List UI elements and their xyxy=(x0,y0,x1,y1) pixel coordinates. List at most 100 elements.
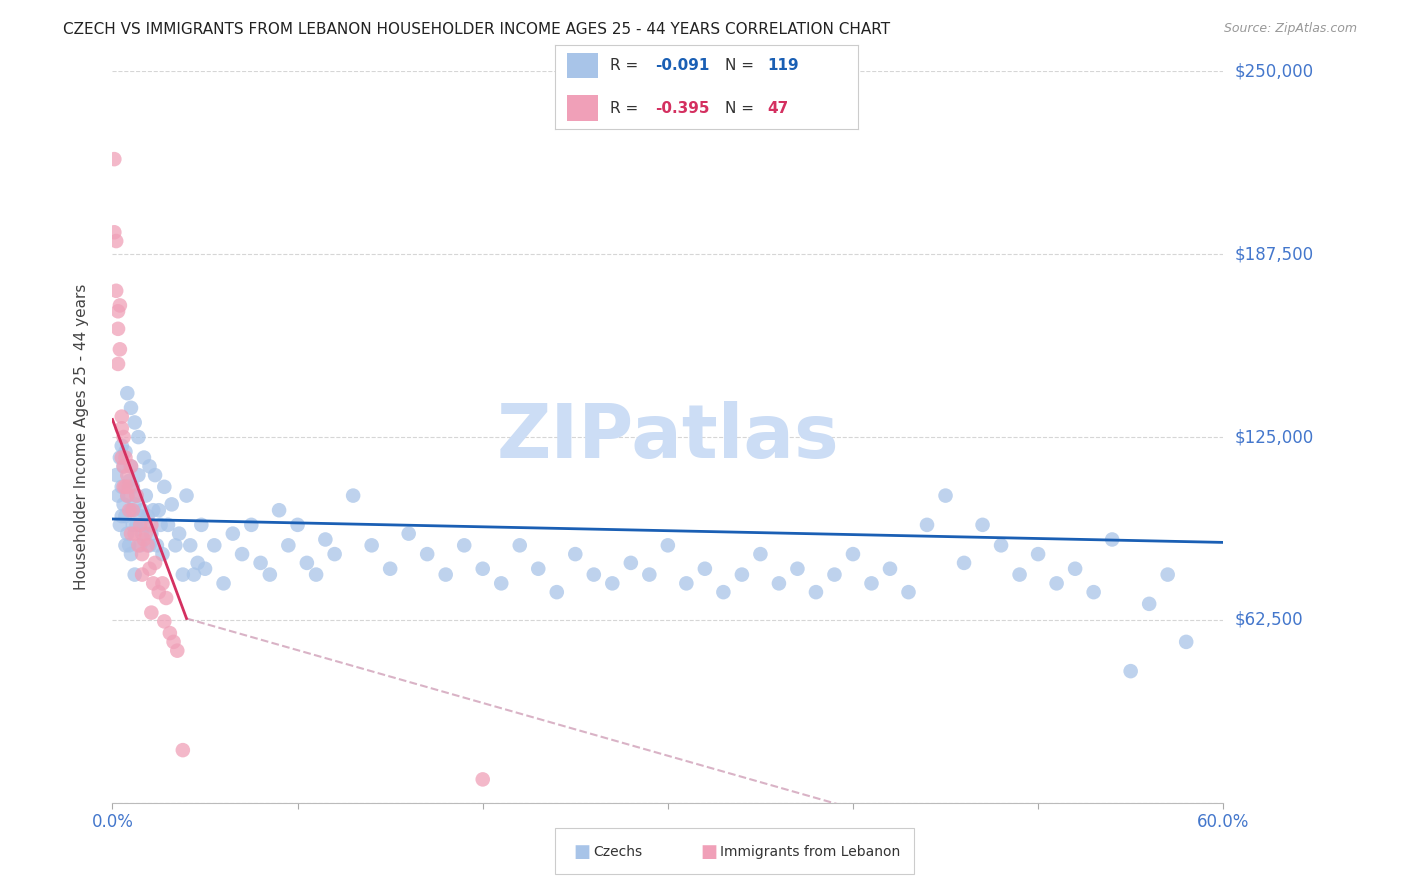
Point xyxy=(131,503,153,517)
Point xyxy=(114,538,136,552)
Point xyxy=(111,421,134,435)
Point xyxy=(118,503,141,517)
Point xyxy=(142,503,165,517)
Point xyxy=(179,538,201,552)
Point xyxy=(112,480,135,494)
Text: $62,500: $62,500 xyxy=(1234,611,1303,629)
Point xyxy=(638,567,661,582)
Point xyxy=(1175,635,1198,649)
Point xyxy=(160,497,183,511)
Point xyxy=(108,298,131,312)
Point xyxy=(127,430,149,444)
Point xyxy=(148,585,170,599)
Point xyxy=(117,468,139,483)
Point xyxy=(136,509,159,524)
Point xyxy=(121,480,143,494)
Text: ■: ■ xyxy=(574,843,591,861)
Point xyxy=(141,526,163,541)
Point xyxy=(136,538,159,552)
Point xyxy=(546,585,568,599)
Point xyxy=(1083,585,1105,599)
Point xyxy=(602,576,624,591)
Point xyxy=(582,567,605,582)
Point xyxy=(127,468,149,483)
Point xyxy=(162,635,184,649)
Point xyxy=(183,567,205,582)
Text: -0.395: -0.395 xyxy=(655,101,710,116)
Point xyxy=(187,556,209,570)
Point xyxy=(749,547,772,561)
Point xyxy=(129,509,152,524)
Point xyxy=(132,517,155,532)
Point xyxy=(120,526,142,541)
Point xyxy=(1156,567,1178,582)
Point xyxy=(131,547,153,561)
Point xyxy=(190,517,212,532)
Point xyxy=(138,459,160,474)
Point xyxy=(768,576,790,591)
Point xyxy=(1045,576,1069,591)
Point xyxy=(125,489,148,503)
Point xyxy=(1119,664,1142,678)
Point xyxy=(323,547,346,561)
Point xyxy=(212,576,235,591)
Point xyxy=(172,567,194,582)
Point xyxy=(118,480,141,494)
Point xyxy=(564,547,586,561)
Point xyxy=(131,567,153,582)
Point xyxy=(124,416,146,430)
Point xyxy=(141,606,163,620)
Point xyxy=(129,517,152,532)
Point xyxy=(879,562,901,576)
Point xyxy=(231,547,253,561)
Point xyxy=(416,547,439,561)
Point xyxy=(112,497,135,511)
Point xyxy=(202,538,225,552)
Point xyxy=(143,556,166,570)
Point xyxy=(112,459,135,474)
Point xyxy=(114,444,136,458)
Point xyxy=(105,468,128,483)
Text: -0.091: -0.091 xyxy=(655,58,710,73)
Point xyxy=(114,509,136,524)
Point xyxy=(935,489,957,503)
Point xyxy=(111,439,134,453)
Point xyxy=(267,503,291,517)
Point xyxy=(138,538,160,552)
Point xyxy=(398,526,420,541)
Point xyxy=(509,538,531,552)
Point xyxy=(108,343,131,357)
Point xyxy=(105,284,128,298)
Point xyxy=(121,503,143,517)
Point xyxy=(124,567,146,582)
Point xyxy=(786,562,808,576)
Text: CZECH VS IMMIGRANTS FROM LEBANON HOUSEHOLDER INCOME AGES 25 - 44 YEARS CORRELATI: CZECH VS IMMIGRANTS FROM LEBANON HOUSEHO… xyxy=(63,22,890,37)
Point xyxy=(127,538,149,552)
Point xyxy=(111,450,134,465)
Point xyxy=(120,459,142,474)
Point xyxy=(120,547,142,561)
Text: Immigrants from Lebanon: Immigrants from Lebanon xyxy=(720,845,900,859)
Text: 47: 47 xyxy=(768,101,789,116)
Point xyxy=(132,450,155,465)
Point xyxy=(166,643,188,657)
Point xyxy=(693,562,716,576)
Point xyxy=(172,743,194,757)
Point xyxy=(1137,597,1160,611)
Point xyxy=(295,556,318,570)
Point xyxy=(842,547,865,561)
Point xyxy=(120,503,142,517)
Point xyxy=(240,517,263,532)
Point xyxy=(491,576,513,591)
Point xyxy=(131,526,153,541)
Point xyxy=(249,556,271,570)
Text: $125,000: $125,000 xyxy=(1234,428,1313,446)
Text: ■: ■ xyxy=(700,843,717,861)
Point xyxy=(176,489,198,503)
Text: Source: ZipAtlas.com: Source: ZipAtlas.com xyxy=(1223,22,1357,36)
Point xyxy=(117,526,139,541)
Point xyxy=(105,234,128,248)
Point xyxy=(149,517,172,532)
Point xyxy=(107,304,129,318)
Point xyxy=(120,401,142,415)
